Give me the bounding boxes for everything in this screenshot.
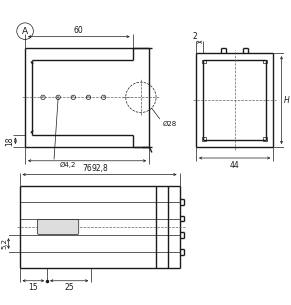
Bar — [263, 59, 267, 63]
Text: H: H — [284, 95, 290, 105]
Bar — [203, 59, 206, 63]
FancyBboxPatch shape — [37, 220, 79, 235]
Text: 92,8: 92,8 — [91, 164, 108, 173]
Bar — [203, 137, 206, 141]
Text: A: A — [22, 27, 28, 36]
Text: 76: 76 — [82, 163, 92, 173]
Text: 18: 18 — [5, 136, 14, 145]
Text: 2: 2 — [192, 32, 197, 41]
Text: 15: 15 — [29, 283, 38, 292]
Text: Ø28: Ø28 — [163, 120, 177, 126]
Bar — [263, 137, 267, 141]
Text: 5,2: 5,2 — [1, 238, 7, 249]
Text: 25: 25 — [64, 283, 74, 292]
Text: 44: 44 — [230, 161, 239, 170]
Text: 60: 60 — [74, 26, 84, 35]
Text: Ø4,2: Ø4,2 — [60, 162, 76, 168]
